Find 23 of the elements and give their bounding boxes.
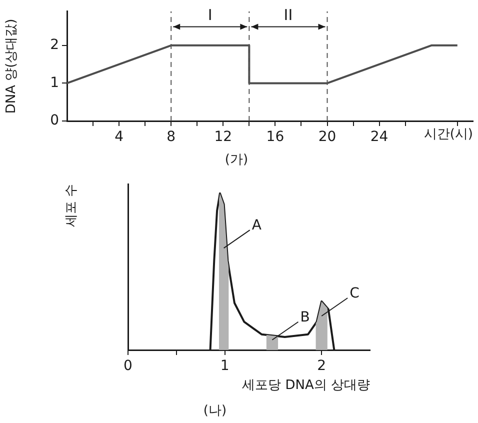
text: (나) [203, 404, 227, 419]
x-tick-label: 20 [318, 129, 336, 146]
x-tick-label: 12 [214, 129, 232, 146]
x-tick-label: 2 [317, 358, 326, 374]
band-label: A [252, 218, 262, 234]
annotation: I [208, 6, 212, 24]
y-tick-label: 1 [50, 74, 59, 91]
x-tick-label: 1 [220, 358, 230, 374]
x-tick-label: 24 [370, 129, 388, 146]
x-axis-title: 세포당 DNA의 상대량 [242, 378, 370, 393]
x-tick-label: 0 [124, 358, 132, 374]
annotation: II [284, 6, 293, 24]
y-tick-label: 0 [50, 112, 59, 129]
text: (가) [224, 152, 248, 168]
y-axis-title: 세포 수 [64, 184, 80, 228]
band-label: B [300, 310, 310, 326]
band-label: C [350, 286, 360, 302]
y-tick-label: 2 [50, 37, 59, 54]
y-axis-title: DNA 양(상대값) [4, 18, 20, 114]
x-axis-title: 시간(시) [424, 126, 473, 142]
x-tick-label: 8 [166, 129, 176, 146]
x-tick-label: 4 [114, 129, 124, 146]
x-tick-label: 16 [266, 129, 284, 146]
